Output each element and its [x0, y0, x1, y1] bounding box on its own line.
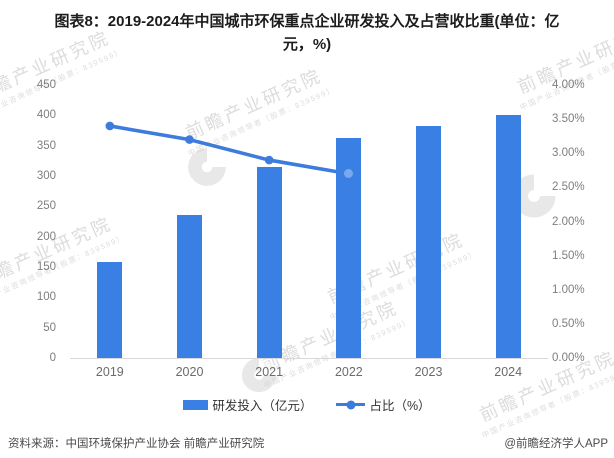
chart-title: 图表8：2019-2024年中国城市环保重点企业研发投入及占营收比重(单位：亿 … — [0, 11, 614, 56]
left-axis-tick: 400 — [36, 109, 56, 122]
bar-2023 — [416, 126, 441, 358]
ratio-line-endpoint-dot — [344, 169, 354, 179]
left-axis-tick: 0 — [49, 352, 56, 364]
x-axis-labels: 2019 2020 2021 2022 2023 2024 — [70, 365, 548, 379]
footer: 资料来源：中国环境保护产业协会 前瞻产业研究院 @前瞻经济学人APP — [8, 435, 608, 451]
left-axis-tick: 450 — [36, 79, 56, 91]
plot-area — [70, 85, 548, 359]
bar-2021 — [256, 166, 282, 358]
chart-title-line2: 元，%) — [282, 35, 332, 53]
right-axis-tick: 2.00% — [552, 215, 585, 228]
left-axis: 450 400 350 300 250 200 150 100 50 0 — [0, 79, 56, 364]
x-axis-label: 2022 — [334, 365, 363, 379]
x-axis-label: 2024 — [494, 365, 523, 379]
ratio-line-point — [264, 155, 274, 165]
legend-bar-label: 研发投入（亿元） — [212, 399, 313, 413]
legend-item-line: 占比（%） — [336, 395, 431, 414]
legend-item-bars: 研发投入（亿元） — [183, 395, 312, 414]
legend: 研发投入（亿元） 占比（%） — [0, 395, 614, 414]
right-axis-tick: 4.00% — [552, 79, 585, 91]
left-axis-tick: 150 — [36, 261, 56, 273]
left-axis-tick: 350 — [36, 139, 56, 152]
bar-2020 — [177, 214, 202, 358]
left-axis-tick: 100 — [36, 291, 56, 304]
chart-title-line1: 图表8：2019-2024年中国城市环保重点企业研发投入及占营收比重(单位：亿 — [54, 13, 560, 30]
right-axis-tick: 3.00% — [552, 147, 585, 160]
bar-series-swatch — [183, 399, 209, 410]
brand-text: @前瞻经济学人APP — [504, 438, 608, 450]
x-axis-label: 2023 — [414, 365, 443, 379]
x-axis-label: 2021 — [255, 365, 284, 379]
ratio-line — [105, 121, 354, 179]
bar-2019 — [97, 262, 123, 358]
right-axis-tick: 1.00% — [552, 283, 585, 296]
x-axis-label: 2020 — [175, 365, 204, 379]
line-series-swatch — [336, 400, 366, 409]
right-axis-tick: 0.00% — [552, 352, 585, 364]
source-text: 资料来源：中国环境保护产业协会 前瞻产业研究院 — [8, 438, 265, 450]
bar-2022 — [336, 137, 362, 358]
ratio-line-point — [105, 121, 115, 131]
ratio-line-point — [185, 135, 194, 144]
left-axis-tick: 250 — [36, 200, 56, 213]
x-axis-label: 2019 — [95, 365, 124, 379]
right-axis-tick: 1.50% — [552, 249, 585, 262]
right-axis-tick: 3.50% — [552, 113, 585, 126]
right-axis: 4.00% 3.50% 3.00% 2.50% 2.00% 1.50% 1.00% 0.50%… — [552, 79, 610, 364]
right-axis-tick: 2.50% — [552, 181, 585, 194]
bar-2024 — [495, 115, 521, 358]
line-series-marker-icon — [346, 400, 356, 409]
left-axis-tick: 300 — [36, 170, 56, 182]
left-axis-tick: 200 — [36, 230, 56, 243]
legend-line-label: 占比（%） — [369, 399, 431, 413]
right-axis-tick: 0.50% — [552, 317, 585, 330]
left-axis-tick: 50 — [43, 321, 56, 334]
